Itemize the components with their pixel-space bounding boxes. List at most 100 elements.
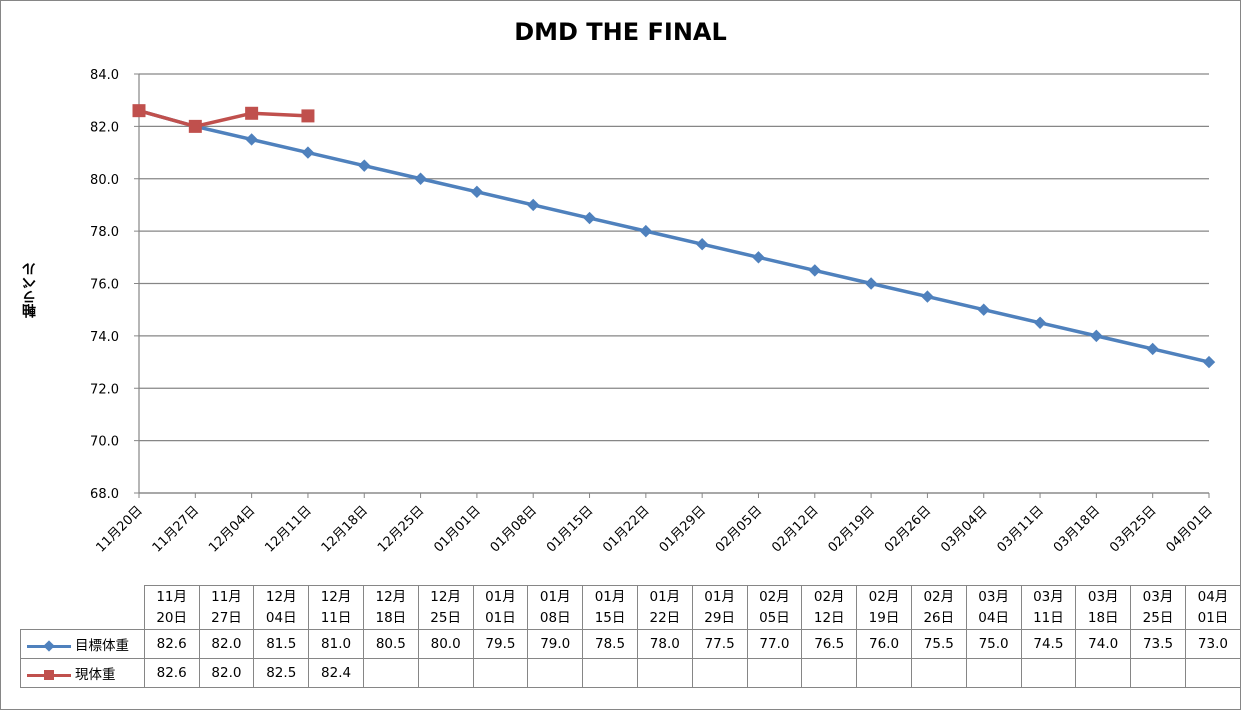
table-value-cell: [417, 658, 474, 688]
data-point-diamond: [245, 133, 258, 146]
table-value-cell: 81.0: [308, 629, 364, 659]
x-tick-label: 04月01日: [1163, 503, 1215, 555]
x-tick-label: 03月11日: [994, 503, 1046, 555]
table-header-day: 18日: [1087, 609, 1119, 626]
table-value-cell: 77.5: [691, 629, 748, 659]
table-header-day: 18日: [375, 609, 407, 626]
table-header-day: 04日: [265, 609, 297, 626]
x-tick-label: 02月19日: [826, 503, 878, 555]
y-tick-label: 82.0: [90, 120, 119, 135]
table-value-cell: 79.0: [527, 629, 584, 659]
table-value-cell: 74.0: [1075, 629, 1132, 659]
x-tick-label: 01月08日: [488, 503, 540, 555]
table-header-cell: 01月 08日: [527, 585, 584, 630]
table-header-day: 22日: [649, 609, 681, 626]
table-value-cell: 82.0: [198, 629, 255, 659]
table-header-month: 12月: [320, 588, 352, 605]
table-header-cell: 02月 19日: [856, 585, 912, 630]
table-header-month: 02月: [759, 588, 790, 605]
table-header-day: 25日: [1142, 609, 1174, 626]
table-header-cell: 02月 12日: [801, 585, 858, 630]
table-header-day: 25日: [430, 609, 461, 626]
data-point-diamond: [752, 251, 765, 264]
table-header-day: 08日: [539, 609, 571, 626]
data-point-diamond: [1033, 316, 1047, 329]
y-tick-label: 78.0: [90, 225, 119, 240]
table-header-cell: 03月 18日: [1075, 585, 1132, 630]
x-tick-label: 12月25日: [375, 503, 427, 555]
table-header-month: 01月: [649, 588, 681, 605]
table-row: 目標体重 82.6 82.0 81.5 81.0 80.5 80.0 79.5 79.0 78.5…: [20, 629, 1241, 659]
y-tick-label: 80.0: [90, 173, 119, 188]
table-value-cell: 80.5: [362, 629, 419, 659]
table-header-month: 12月: [265, 588, 297, 605]
table-header-day: 04日: [978, 609, 1009, 626]
table-value-cell: 82.5: [253, 658, 310, 688]
data-point-diamond: [695, 238, 709, 251]
table-value-cell: 82.0: [198, 658, 255, 688]
table-header-month: 03月: [1142, 588, 1174, 605]
y-tick-label: 72.0: [90, 382, 119, 397]
table-header-month: 11月: [156, 588, 187, 605]
data-point-diamond: [864, 277, 878, 290]
table-value-cell: [1130, 658, 1186, 688]
table-value-cell: [965, 658, 1022, 688]
table-header-cell: 01月 01日: [472, 585, 529, 630]
table-value-cell: 79.5: [472, 629, 529, 659]
legend-key: [27, 668, 71, 682]
data-point-square: [188, 119, 202, 133]
table-value-cell: 75.5: [910, 629, 967, 659]
x-tick-label: 12月11日: [262, 503, 314, 555]
data-point-diamond: [808, 264, 821, 277]
series-target-weight: [132, 104, 1216, 369]
table-value-cell: 82.6: [143, 629, 200, 659]
table-value-cell: 73.5: [1130, 629, 1186, 659]
table-header-day: 11日: [320, 609, 352, 626]
table-header-month: 02月: [813, 588, 845, 605]
table-header-row: 11月 20日 11月 27日 12月 04日 12月 11日 12月 18日 12月 25日 01月 0…: [20, 585, 1241, 630]
series-line: [138, 108, 309, 129]
table-header-day: 26日: [923, 609, 955, 626]
table-value-cell: 75.0: [965, 629, 1022, 659]
chart-title: DMD THE FINAL: [514, 18, 727, 46]
data-point-diamond: [414, 172, 427, 185]
data-point-diamond: [1090, 329, 1103, 343]
table-header-cell: 11月 20日: [143, 585, 200, 630]
y-tick-label: 70.0: [90, 435, 119, 450]
y-tick-label: 84.0: [90, 68, 119, 83]
table-header-day: 01日: [485, 609, 516, 626]
table-value-cell: [801, 658, 858, 688]
table-value-cell: [856, 658, 912, 688]
series-line: [138, 108, 1210, 364]
table-header-day: 11日: [1033, 609, 1064, 626]
table-header-day: 29日: [704, 609, 735, 626]
x-tick-label: 12月04日: [206, 503, 258, 555]
table-header-cell: 02月 26日: [910, 585, 967, 630]
data-point-diamond: [977, 303, 990, 316]
x-tick-label: 03月18日: [1051, 503, 1103, 555]
table-corner: [20, 585, 145, 630]
y-tick-label: 76.0: [90, 278, 119, 293]
table-header-cell: 02月 05日: [746, 585, 803, 630]
data-table: 11月 20日 11月 27日 12月 04日 12月 11日 12月 18日 12月 25日 01月 0…: [20, 585, 1241, 688]
x-tick-label: 01月29日: [657, 503, 709, 555]
x-tick-label: 12月18日: [319, 503, 371, 555]
table-value-cell: [691, 658, 748, 688]
y-tick-label: 68.0: [90, 487, 119, 502]
table-header-cell: 03月 25日: [1130, 585, 1186, 630]
table-header-day: 15日: [594, 609, 626, 626]
data-point-diamond: [639, 224, 653, 238]
table-value-cell: 76.0: [856, 629, 912, 659]
data-point-square: [132, 104, 146, 118]
table-header-day: 27日: [211, 609, 242, 626]
data-point-diamond: [1202, 355, 1216, 369]
table-header-day: 19日: [868, 609, 900, 626]
table-value-cell: 80.0: [417, 629, 474, 659]
table-value-cell: 81.5: [253, 629, 310, 659]
table-value-cell: [1020, 658, 1077, 688]
data-point-square: [245, 106, 259, 120]
x-tick-label: 01月22日: [600, 503, 652, 555]
table-row: 現体重 82.6 82.0 82.5 82.4: [20, 658, 1241, 688]
table-header-cell: 01月 15日: [582, 585, 638, 630]
x-tick-label: 03月04日: [938, 503, 990, 555]
